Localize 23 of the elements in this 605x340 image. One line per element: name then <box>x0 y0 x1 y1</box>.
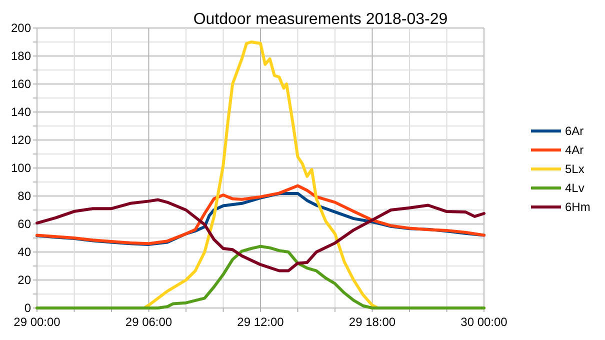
x-tick-label: 29 06:00 <box>125 315 172 329</box>
y-tick-label: 20 <box>18 273 32 288</box>
x-tick-label: 29 00:00 <box>14 315 61 329</box>
chart-title: Outdoor measurements 2018-03-29 <box>193 11 448 28</box>
y-tick-label: 0 <box>24 301 32 316</box>
y-tick-label: 140 <box>10 105 32 120</box>
legend-label: 5Lx <box>565 162 584 176</box>
legend-label: 6Ar <box>565 124 584 138</box>
x-tick-label: 29 12:00 <box>237 315 284 329</box>
legend-label: 6Hm <box>565 200 590 214</box>
y-tick-label: 60 <box>18 217 32 232</box>
line-series <box>36 198 486 272</box>
y-tick-label: 200 <box>10 21 32 36</box>
y-tick-label: 100 <box>10 161 32 176</box>
legend-label: 4Lv <box>565 181 584 196</box>
y-tick-label: 180 <box>10 49 32 64</box>
x-tick-label: 29 18:00 <box>348 315 396 329</box>
y-tick-label: 40 <box>18 245 32 260</box>
legend-label: 4Ar <box>565 143 584 158</box>
y-tick-label: 160 <box>10 77 32 92</box>
y-tick-label: 80 <box>18 189 32 204</box>
y-tick-label: 120 <box>10 133 32 148</box>
x-tick-label: 30 00:00 <box>460 315 508 329</box>
